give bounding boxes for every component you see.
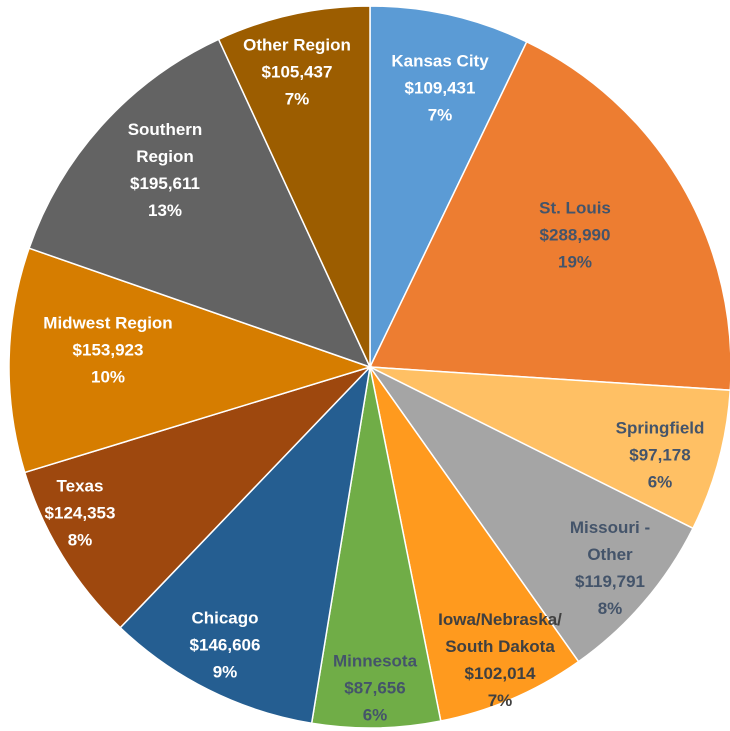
- slice-category: Chicago: [191, 608, 259, 628]
- data-label: St. Louis $288,990 19%: [539, 195, 611, 276]
- slice-value: $195,611: [130, 174, 200, 193]
- slice-percent: 9%: [212, 662, 238, 682]
- slice-category: Iowa/Nebraska/ South Dakota: [438, 610, 562, 656]
- data-label: Springfield $97,178 6%: [616, 415, 705, 496]
- pie-slice: [217, 5, 371, 368]
- slice-percent: 7%: [487, 691, 513, 710]
- slice-percent: 19%: [557, 252, 593, 272]
- slice-value: $105,437: [261, 62, 333, 82]
- pie-slice: [369, 366, 694, 663]
- pie-slice: [8, 247, 373, 474]
- slice-percent: 8%: [597, 599, 623, 618]
- data-label: Kansas City $109,431 7%: [391, 48, 488, 129]
- slice-category: St. Louis: [539, 198, 611, 218]
- slice-value: $288,990: [539, 225, 611, 245]
- data-label: Minnesota $87,656 6%: [333, 648, 417, 729]
- slice-category: Texas: [56, 476, 104, 496]
- slice-percent: 8%: [67, 530, 93, 550]
- slice-percent: 7%: [284, 89, 310, 109]
- pie-slice: [369, 366, 580, 722]
- slice-value: $153,923: [72, 340, 144, 360]
- slice-value: $119,791: [575, 572, 645, 591]
- slice-category: Other Region: [243, 35, 351, 55]
- pie-slice: [23, 365, 373, 629]
- slice-value: $124,353: [44, 503, 116, 523]
- slice-percent: 6%: [362, 705, 388, 725]
- pie-slice: [28, 38, 372, 369]
- data-label: Missouri - Other $119,791 8%: [550, 514, 670, 622]
- slice-category: Missouri - Other: [569, 518, 651, 564]
- slice-value: $97,178: [629, 445, 691, 465]
- slice-category: Southern Region: [127, 120, 203, 166]
- slice-percent: 6%: [647, 472, 673, 492]
- slice-category: Springfield: [615, 418, 705, 438]
- slice-percent: 10%: [90, 367, 126, 387]
- slice-value: $102,014: [464, 664, 536, 683]
- slice-percent: 7%: [427, 105, 453, 125]
- data-label: Midwest Region $153,923 10%: [43, 310, 172, 391]
- data-label: Chicago $146,606 9%: [190, 605, 261, 686]
- data-label: Texas $124,353 8%: [45, 473, 116, 554]
- slice-value: $109,431: [404, 78, 476, 98]
- pie-slice: [119, 364, 372, 725]
- data-label: Southern Region $195,611 13%: [115, 116, 215, 224]
- slice-value: $146,606: [189, 635, 261, 655]
- slice-category: Kansas City: [391, 51, 489, 71]
- pie-slice: [310, 366, 442, 729]
- slice-percent: 13%: [147, 201, 183, 220]
- data-label: Other Region $105,437 7%: [243, 32, 351, 113]
- slice-category: Midwest Region: [43, 313, 173, 333]
- data-label: Iowa/Nebraska/ South Dakota $102,014 7%: [430, 606, 570, 714]
- slice-value: $87,656: [344, 678, 406, 698]
- slice-category: Minnesota: [332, 651, 418, 671]
- pie-slice: [369, 5, 528, 368]
